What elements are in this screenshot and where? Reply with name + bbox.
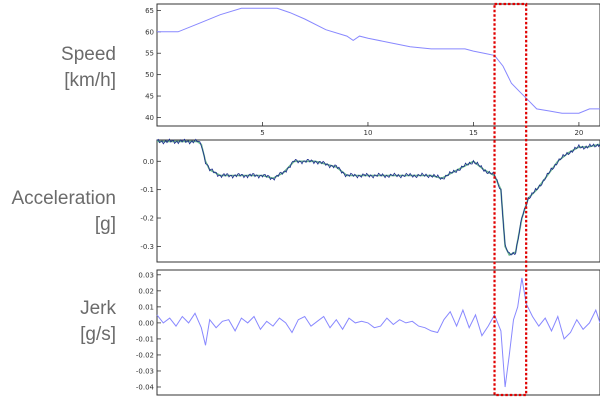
acceleration-row-label: Acceleration [g] <box>0 186 116 238</box>
highlight-region-box <box>493 2 528 397</box>
panel-0-frame <box>156 3 600 127</box>
panel-1-ytick-label-3: -0.3 <box>140 243 154 251</box>
panel-2-ytick-label-2: 0.01 <box>138 303 154 311</box>
jerk-label-line2: [g/s] <box>80 324 116 345</box>
panel-1-ytick-label-1: -0.1 <box>140 186 154 194</box>
panel-0-ytick-label-5: 65 <box>145 7 154 15</box>
panel-0-ytick-label-2: 50 <box>145 71 154 79</box>
panel-0-xtick-label-1: 10 <box>363 129 372 137</box>
panel-0-ytick-label-0: 40 <box>145 114 154 122</box>
panel-0-xtick-label-3: 20 <box>574 129 583 137</box>
speed-label-line2: [km/h] <box>64 70 116 91</box>
panel-0-ytick-label-1: 45 <box>145 93 154 101</box>
speed-row-label: Speed [km/h] <box>0 42 116 94</box>
panel-2-ytick-label-5: -0.02 <box>136 351 154 359</box>
speed-line <box>157 7 600 114</box>
panel-2-ytick-label-1: 0.02 <box>138 287 154 295</box>
panel-2-ytick-label-0: 0.03 <box>138 271 154 279</box>
jerk-label-line1: Jerk <box>80 298 116 319</box>
panel-1-ytick-label-0: 0.0 <box>143 158 154 166</box>
panel-2-frame <box>156 269 600 396</box>
acceleration-label-line1: Acceleration <box>11 188 116 209</box>
panel-1-ytick-label-2: -0.2 <box>140 215 154 223</box>
acceleration-label-line2: [g] <box>94 214 116 235</box>
panel-2-ytick-label-6: -0.03 <box>136 367 154 375</box>
panel-2-ytick-label-7: -0.04 <box>136 383 155 391</box>
panel-2-ytick-label-4: -0.01 <box>136 335 154 343</box>
acceleration-raw-line <box>156 138 600 256</box>
panel-1-frame <box>156 139 600 263</box>
panel-0-xtick-label-0: 5 <box>260 129 264 137</box>
panel-0-ytick-label-4: 60 <box>145 28 154 36</box>
panel-0-ytick-label-3: 55 <box>145 50 154 58</box>
speed-label-line1: Speed <box>61 44 116 65</box>
jerk-line <box>156 277 600 388</box>
jerk-row-label: Jerk [g/s] <box>0 296 116 348</box>
panel-0-xtick-label-2: 15 <box>469 129 478 137</box>
panel-2-ytick-label-3: 0.00 <box>138 319 154 327</box>
acceleration-smoothed-line <box>157 140 600 256</box>
